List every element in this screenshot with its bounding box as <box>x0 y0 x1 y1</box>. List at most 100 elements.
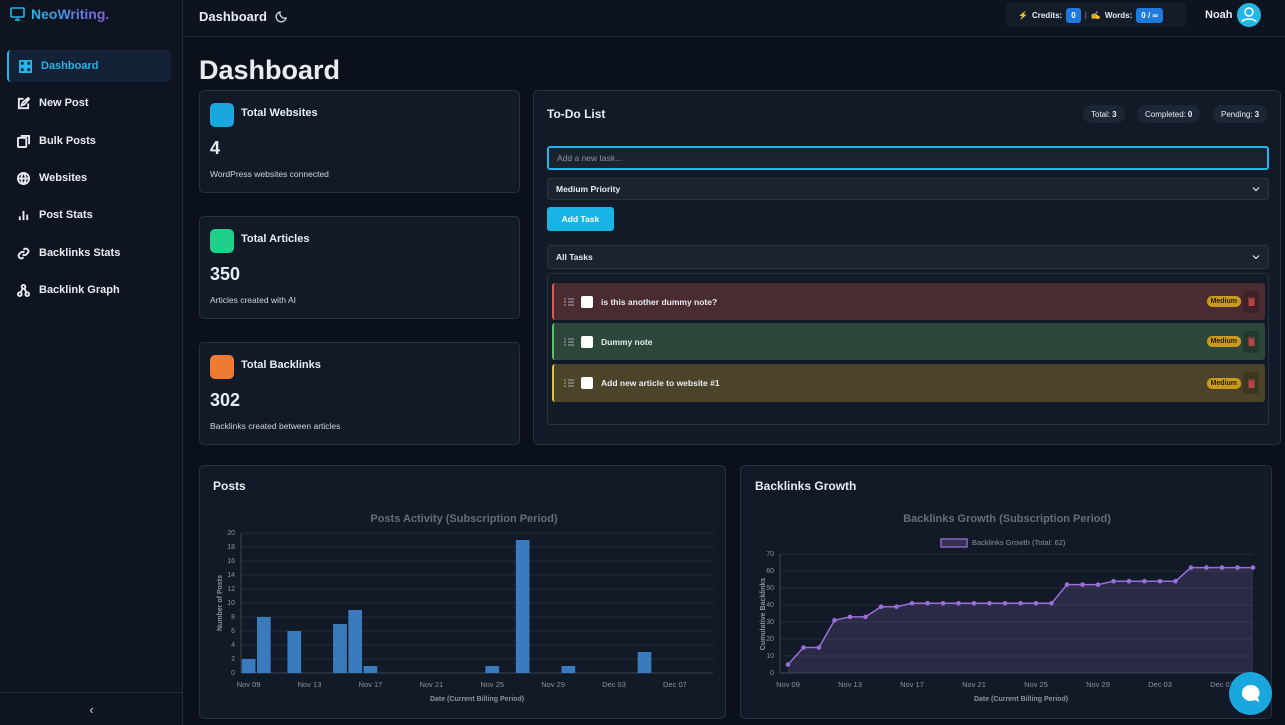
nav-icon <box>17 96 30 109</box>
chat-button[interactable] <box>1229 672 1272 715</box>
collapse-button[interactable]: ‹ <box>0 692 183 725</box>
task-priority: Medium <box>1206 336 1241 347</box>
point <box>1064 582 1070 587</box>
point <box>1111 578 1116 584</box>
priority-select[interactable]: Medium Priority <box>547 178 1269 200</box>
nav-item[interactable]: Backlinks Stats <box>7 237 171 269</box>
nav-item[interactable]: Dashboard <box>7 50 171 82</box>
badge-label: Total: <box>1091 109 1111 119</box>
nav-item[interactable]: Bulk Posts <box>7 125 171 157</box>
x-tick-label: Nov 25 <box>1024 680 1048 689</box>
bar <box>561 666 576 673</box>
point <box>785 662 791 667</box>
area <box>788 567 1253 673</box>
y-tick-label: 60 <box>766 568 774 575</box>
add-task-button[interactable]: Add Task <box>547 207 614 231</box>
point <box>847 614 853 620</box>
words-value: 0 / ∞ <box>1136 7 1164 23</box>
x-tick-label: Nov 09 <box>237 680 261 689</box>
point <box>816 645 822 650</box>
trash-icon <box>1247 297 1255 306</box>
pending-badge: Pending: 3 <box>1213 105 1268 123</box>
x-axis-label: Date (Current Billing Period) <box>974 696 1068 703</box>
bar <box>637 652 652 673</box>
y-tick-label: 20 <box>766 636 774 643</box>
delete-button[interactable] <box>1243 372 1259 394</box>
bar <box>348 610 363 673</box>
drag-handle[interactable] <box>564 338 574 346</box>
task-text: Dummy note <box>601 336 653 347</box>
bar <box>515 540 530 673</box>
trash-icon <box>1247 379 1255 388</box>
backlinks-chart: Backlinks Growth Backlinks Growth (Subsc… <box>740 465 1272 719</box>
filter-select[interactable]: All Tasks <box>547 245 1269 269</box>
nav-icon <box>17 171 30 185</box>
delete-button[interactable] <box>1243 330 1259 353</box>
stat-card: Total Websites 4 WordPress websites conn… <box>199 90 520 193</box>
point <box>1095 582 1101 587</box>
delete-button[interactable] <box>1243 290 1259 313</box>
x-tick-label: Dec 07 <box>1210 680 1234 689</box>
task-checkbox[interactable] <box>581 335 593 348</box>
y-tick-label: 70 <box>766 551 774 558</box>
task-item: is this another dummy note? Medium <box>552 283 1265 320</box>
brand-icon <box>10 7 25 21</box>
point <box>1250 565 1256 570</box>
priority-value: Medium Priority <box>556 184 621 194</box>
y-tick-label: 10 <box>766 653 774 660</box>
page-title: Dashboard <box>199 55 341 85</box>
bar <box>485 666 500 673</box>
point <box>1018 601 1023 606</box>
nav-label: Post Stats <box>39 209 93 221</box>
user-name[interactable]: Noah <box>1205 9 1233 21</box>
task-checkbox[interactable] <box>581 295 593 308</box>
x-tick-label: Nov 29 <box>541 680 565 689</box>
badge-value: 3 <box>1254 109 1260 119</box>
task-checkbox[interactable] <box>581 377 593 389</box>
badge-label: Pending: <box>1221 109 1253 119</box>
point <box>1173 578 1178 584</box>
drag-handle[interactable] <box>564 379 574 387</box>
avatar[interactable] <box>1237 3 1261 27</box>
point <box>1126 578 1132 584</box>
nav-item[interactable]: Post Stats <box>7 199 171 231</box>
x-tick-label: Dec 03 <box>602 680 626 689</box>
bar <box>363 666 378 673</box>
stat-card: Total Articles 350 Articles created with… <box>199 216 520 319</box>
point <box>1235 565 1240 570</box>
x-tick-label: Nov 17 <box>359 680 383 689</box>
posts-chart: Posts Posts Activity (Subscription Perio… <box>199 465 726 719</box>
task-text: is this another dummy note? <box>601 296 718 307</box>
y-tick-label: 10 <box>227 600 235 607</box>
stat-title: Total Articles <box>241 233 310 245</box>
stat-caption: Articles created with AI <box>210 295 296 305</box>
point <box>940 601 946 606</box>
x-tick-label: Nov 29 <box>1086 680 1110 689</box>
y-tick-label: 6 <box>231 628 235 635</box>
y-tick-label: 16 <box>227 558 235 565</box>
top-bar: Dashboard ⚡ Credits: 0 | ✍ Words: 0 / ∞ … <box>183 0 1285 37</box>
point <box>1002 601 1008 606</box>
filter-value: All Tasks <box>556 252 593 262</box>
task-input[interactable]: Add a new task... <box>547 146 1269 170</box>
chart-title: Posts Activity (Subscription Period) <box>370 513 558 525</box>
stat-card: Total Backlinks 302 Backlinks created be… <box>199 342 520 445</box>
point <box>1049 601 1054 606</box>
nav-icon <box>17 134 30 148</box>
point <box>801 645 806 650</box>
theme-toggle[interactable] <box>275 9 289 23</box>
bar <box>256 617 271 673</box>
badge-value: 3 <box>1112 109 1117 119</box>
nav-item[interactable]: New Post <box>7 87 171 119</box>
drag-handle[interactable] <box>564 298 574 306</box>
y-tick-label: 12 <box>227 586 235 593</box>
brand[interactable]: NeoWriting. <box>10 6 109 22</box>
stat-icon <box>210 229 234 253</box>
task-text: Add new article to website #1 <box>601 378 720 388</box>
stat-title: Total Backlinks <box>241 359 321 371</box>
credits-label: Credits: <box>1031 10 1063 20</box>
nav-item[interactable]: Backlink Graph <box>7 274 171 306</box>
stat-icon <box>210 103 234 127</box>
nav-item[interactable]: Websites <box>7 162 171 194</box>
y-tick-label: 20 <box>227 530 235 537</box>
